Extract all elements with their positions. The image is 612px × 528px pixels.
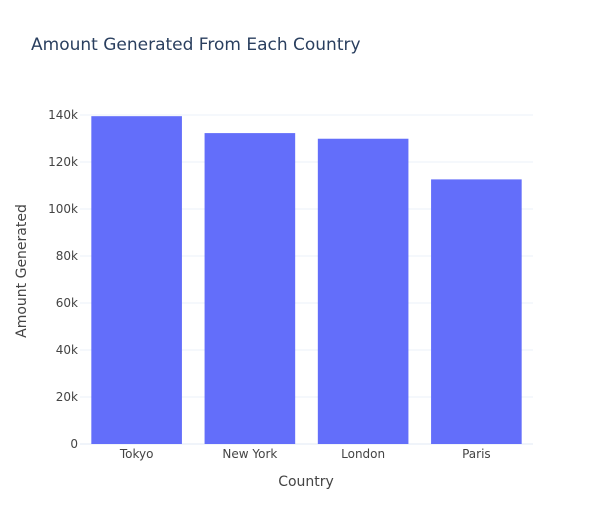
- y-tick-label: 40k: [56, 343, 78, 357]
- chart-title: Amount Generated From Each Country: [31, 35, 361, 55]
- x-tick-label: Tokyo: [119, 447, 154, 461]
- bar-paris[interactable]: [431, 179, 522, 444]
- y-tick-label: 100k: [48, 202, 78, 216]
- x-tick-label: Paris: [462, 447, 491, 461]
- x-axis-title: Country: [278, 474, 334, 490]
- bar-london[interactable]: [317, 138, 409, 445]
- x-tick-label: London: [341, 447, 385, 461]
- y-axis-title: Amount Generated: [14, 204, 30, 338]
- y-tick-label: 120k: [48, 155, 78, 169]
- y-tick-label: 0: [70, 437, 78, 451]
- bars-layer: [91, 116, 522, 445]
- y-tick-label: 20k: [56, 390, 78, 404]
- y-tick-labels: 0 20k 40k 60k 80k 100k 120k 140k: [48, 108, 78, 451]
- y-tick-label: 140k: [48, 108, 78, 122]
- y-tick-label: 60k: [56, 296, 78, 310]
- bar-new-york[interactable]: [204, 133, 296, 444]
- y-tick-label: 80k: [56, 249, 78, 263]
- x-tick-label: New York: [222, 447, 277, 461]
- x-tick-labels: Tokyo New York London Paris: [119, 447, 491, 461]
- bar-tokyo[interactable]: [91, 116, 182, 445]
